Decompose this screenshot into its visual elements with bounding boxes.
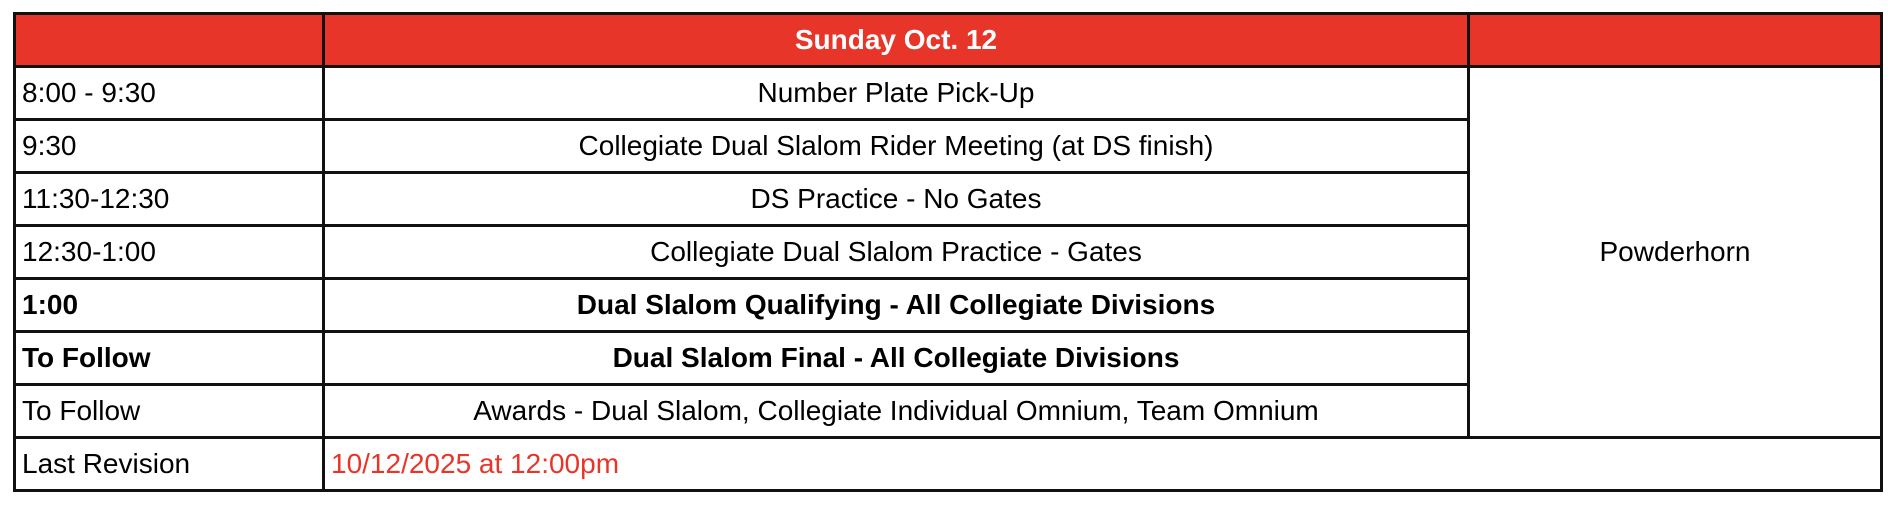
revision-row: Last Revision 10/12/2025 at 12:00pm <box>13 436 1883 492</box>
table-row: 8:00 - 9:30 Number Plate Pick-Up Powderh… <box>13 65 1883 439</box>
time-cell: 8:00 - 9:30 <box>13 65 325 121</box>
time-cell: 11:30-12:30 <box>13 171 325 227</box>
time-cell: 9:30 <box>13 118 325 174</box>
day-title: Sunday Oct. 12 <box>322 12 1470 68</box>
event-cell: Number Plate Pick-Up <box>322 65 1470 121</box>
header-empty-cell <box>1467 12 1883 68</box>
table-row: To Follow Awards - Dual Slalom, Collegia… <box>13 383 1882 439</box>
revision-label: Last Revision <box>13 436 325 492</box>
table-row: 11:30-12:30 DS Practice - No Gates <box>13 171 1882 227</box>
header-row: Sunday Oct. 12 <box>13 12 1883 68</box>
event-cell: Dual Slalom Qualifying - All Collegiate … <box>322 277 1470 333</box>
table-row: 9:30 Collegiate Dual Slalom Rider Meetin… <box>13 118 1882 174</box>
table-row: 1:00 Dual Slalom Qualifying - All Colleg… <box>13 277 1882 333</box>
table-row: To Follow Dual Slalom Final - All Colleg… <box>13 330 1882 386</box>
event-cell: Collegiate Dual Slalom Rider Meeting (at… <box>322 118 1470 174</box>
revision-value: 10/12/2025 at 12:00pm <box>322 436 1883 492</box>
location-cell: Powderhorn <box>1467 65 1883 439</box>
table-row: 12:30-1:00 Collegiate Dual Slalom Practi… <box>13 224 1882 280</box>
event-cell: DS Practice - No Gates <box>322 171 1470 227</box>
schedule-table: Sunday Oct. 12 8:00 - 9:30 Number Plate … <box>13 12 1883 492</box>
event-cell: Awards - Dual Slalom, Collegiate Individ… <box>322 383 1470 439</box>
time-cell: 1:00 <box>13 277 325 333</box>
event-cell: Dual Slalom Final - All Collegiate Divis… <box>322 330 1470 386</box>
event-cell: Collegiate Dual Slalom Practice - Gates <box>322 224 1470 280</box>
time-cell: To Follow <box>13 330 325 386</box>
header-empty-cell <box>13 12 325 68</box>
time-cell: To Follow <box>13 383 325 439</box>
time-cell: 12:30-1:00 <box>13 224 325 280</box>
